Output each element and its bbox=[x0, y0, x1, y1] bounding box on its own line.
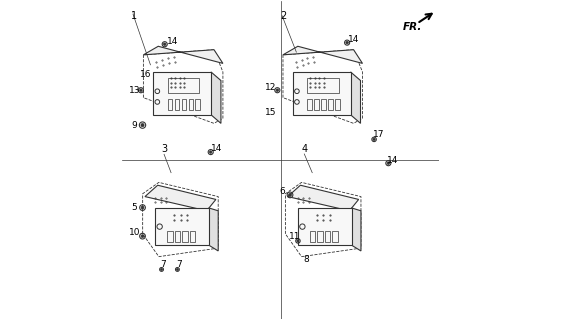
Bar bbox=[328, 99, 333, 110]
Polygon shape bbox=[352, 208, 361, 251]
Circle shape bbox=[373, 138, 375, 140]
Text: 14: 14 bbox=[167, 36, 178, 45]
Bar bbox=[168, 78, 200, 93]
Text: 3: 3 bbox=[162, 144, 168, 154]
Text: 7: 7 bbox=[176, 260, 182, 269]
Text: 1: 1 bbox=[131, 11, 137, 21]
Bar bbox=[310, 231, 315, 242]
Text: 17: 17 bbox=[373, 130, 385, 139]
Bar bbox=[325, 231, 330, 242]
Polygon shape bbox=[351, 72, 361, 124]
Bar bbox=[321, 99, 326, 110]
Circle shape bbox=[141, 124, 144, 127]
Text: 5: 5 bbox=[132, 203, 137, 212]
Bar bbox=[174, 99, 180, 110]
Bar bbox=[195, 99, 200, 110]
Text: 14: 14 bbox=[388, 156, 399, 164]
Bar bbox=[335, 99, 339, 110]
Bar bbox=[307, 78, 339, 93]
Bar bbox=[174, 231, 180, 242]
Circle shape bbox=[297, 240, 299, 242]
Bar bbox=[168, 99, 172, 110]
Bar bbox=[167, 231, 173, 242]
Circle shape bbox=[276, 89, 279, 92]
Bar bbox=[182, 99, 186, 110]
Polygon shape bbox=[283, 46, 362, 63]
Polygon shape bbox=[155, 208, 209, 245]
Circle shape bbox=[163, 43, 166, 45]
Polygon shape bbox=[298, 208, 352, 245]
Text: 9: 9 bbox=[132, 121, 137, 130]
Circle shape bbox=[346, 41, 348, 44]
Text: 15: 15 bbox=[265, 108, 277, 117]
Circle shape bbox=[209, 151, 212, 153]
Text: 4: 4 bbox=[301, 144, 307, 154]
Text: 14: 14 bbox=[348, 35, 359, 44]
Polygon shape bbox=[293, 72, 351, 115]
Circle shape bbox=[288, 194, 292, 196]
Circle shape bbox=[160, 268, 163, 270]
Polygon shape bbox=[211, 72, 221, 124]
Polygon shape bbox=[209, 208, 218, 251]
Text: 2: 2 bbox=[280, 11, 287, 21]
Bar bbox=[314, 99, 319, 110]
Text: 6: 6 bbox=[279, 187, 285, 196]
Bar bbox=[182, 231, 187, 242]
Text: 10: 10 bbox=[129, 228, 140, 237]
Circle shape bbox=[140, 89, 142, 92]
Text: FR.: FR. bbox=[402, 22, 422, 32]
Circle shape bbox=[387, 162, 390, 164]
Polygon shape bbox=[144, 46, 223, 63]
Text: 8: 8 bbox=[303, 255, 309, 264]
Circle shape bbox=[141, 235, 144, 237]
Text: 11: 11 bbox=[289, 232, 301, 241]
Bar bbox=[307, 99, 312, 110]
Circle shape bbox=[177, 268, 178, 270]
Bar bbox=[190, 231, 195, 242]
Text: 14: 14 bbox=[211, 144, 223, 153]
Bar bbox=[318, 231, 323, 242]
Polygon shape bbox=[153, 72, 211, 115]
Bar bbox=[188, 99, 193, 110]
Text: 7: 7 bbox=[160, 260, 166, 269]
Polygon shape bbox=[145, 185, 216, 211]
Bar bbox=[333, 231, 338, 242]
Text: 13: 13 bbox=[129, 86, 140, 95]
Circle shape bbox=[141, 206, 144, 209]
Polygon shape bbox=[288, 185, 358, 211]
Text: 12: 12 bbox=[265, 83, 277, 92]
Text: 16: 16 bbox=[140, 70, 151, 79]
